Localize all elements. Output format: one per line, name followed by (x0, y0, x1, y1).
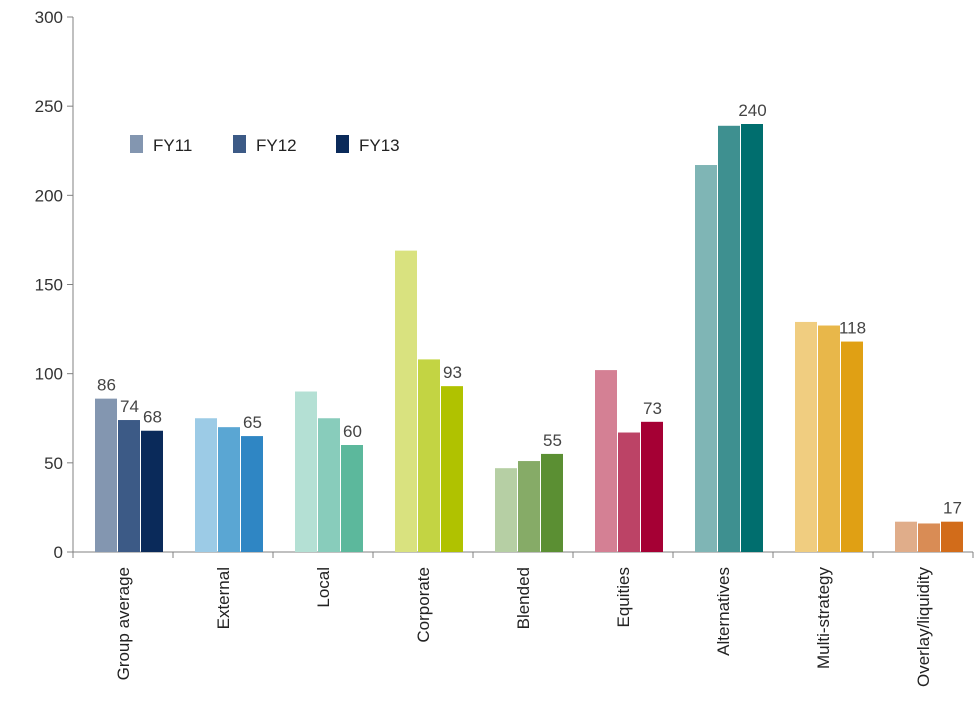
x-tick-label-overlay-liquidity: Overlay/liquidity (914, 567, 933, 687)
bar-multi-strategy-fy11 (795, 321, 817, 552)
data-label-local-fy13: 60 (343, 422, 362, 441)
data-label-multi-strategy-fy13: 118 (839, 319, 866, 338)
x-tick-label-equities: Equities (614, 567, 633, 627)
bar-group-average-fy13 (141, 430, 163, 552)
bar-corporate-fy12 (418, 359, 440, 552)
bar-corporate-fy11 (395, 250, 417, 552)
bar-alternatives-fy11 (695, 165, 717, 552)
bar-group-average-fy12 (118, 420, 140, 552)
bar-group-average-fy11 (95, 398, 117, 552)
x-tick-label-blended: Blended (514, 567, 533, 629)
bar-blended-fy11 (495, 468, 517, 552)
data-label-group-average-fy11: 86 (97, 376, 116, 395)
data-label-external-fy13: 65 (243, 413, 262, 432)
data-label-blended-fy13: 55 (543, 431, 562, 450)
data-label-group-average-fy12: 74 (120, 397, 139, 416)
bars (95, 124, 963, 553)
data-label-group-average-fy13: 68 (143, 408, 162, 427)
y-tick-label: 150 (35, 276, 63, 295)
legend-swatch-fy11 (130, 135, 143, 153)
x-tick-label-external: External (214, 567, 233, 629)
y-tick-label: 200 (35, 186, 63, 205)
data-label-corporate-fy13: 93 (443, 363, 462, 382)
legend-label-fy12: FY12 (256, 136, 297, 155)
y-tick-label: 0 (54, 543, 63, 562)
bar-external-fy11 (195, 418, 217, 552)
bar-local-fy13 (341, 445, 363, 552)
bar-local-fy11 (295, 391, 317, 552)
x-tick-label-local: Local (314, 567, 333, 608)
bar-overlay-liquidity-fy11 (895, 521, 917, 552)
bar-external-fy12 (218, 427, 240, 552)
y-tick-label: 50 (44, 454, 63, 473)
bar-multi-strategy-fy12 (818, 325, 840, 552)
bar-multi-strategy-fy13 (841, 341, 863, 552)
bar-alternatives-fy13 (741, 124, 763, 552)
x-tick-label-group-average: Group average (114, 567, 133, 680)
x-tick-label-alternatives: Alternatives (714, 567, 733, 656)
legend-swatch-fy13 (336, 135, 349, 153)
data-label-equities-fy13: 73 (643, 399, 662, 418)
legend-label-fy11: FY11 (153, 136, 192, 155)
data-label-overlay-liquidity-fy13: 17 (943, 499, 962, 518)
x-tick-label-corporate: Corporate (414, 567, 433, 643)
bar-overlay-liquidity-fy13 (941, 521, 963, 552)
bar-external-fy13 (241, 436, 263, 552)
legend: FY11 FY12 FY13 (130, 135, 400, 155)
bar-equities-fy12 (618, 432, 640, 552)
x-axis: Group average External Local Corporate Blend… (72, 551, 974, 687)
bar-local-fy12 (318, 418, 340, 552)
y-tick-label: 300 (35, 8, 63, 27)
bar-overlay-liquidity-fy12 (918, 523, 940, 552)
bar-blended-fy13 (541, 453, 563, 552)
bar-blended-fy12 (518, 461, 540, 552)
data-label-alternatives-fy13: 240 (738, 101, 766, 120)
legend-swatch-fy12 (233, 135, 246, 153)
x-tick-label-multi-strategy: Multi-strategy (814, 567, 833, 670)
bar-corporate-fy13 (441, 386, 463, 552)
bar-equities-fy13 (641, 421, 663, 552)
y-tick-label: 100 (35, 365, 63, 384)
y-axis: 0 50 100 150 200 250 300 (35, 8, 74, 562)
legend-label-fy13: FY13 (359, 136, 400, 155)
y-tick-label: 250 (35, 97, 63, 116)
bar-alternatives-fy12 (718, 125, 740, 553)
bar-equities-fy11 (595, 370, 617, 552)
